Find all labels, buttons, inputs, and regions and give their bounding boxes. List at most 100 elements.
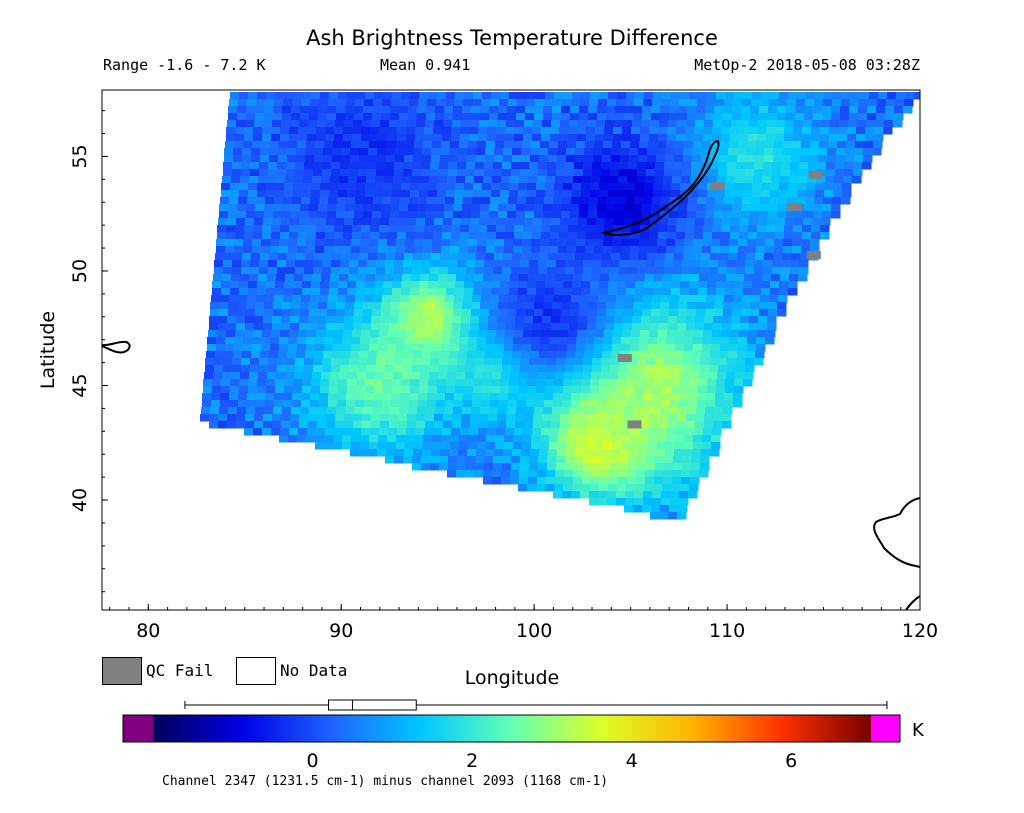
swath-cell	[360, 239, 370, 247]
swath-cell	[758, 323, 768, 331]
swath-cell	[219, 211, 229, 219]
swath-cell	[428, 190, 438, 198]
no-data-swatch	[236, 657, 276, 685]
swath-cell	[709, 365, 719, 373]
swath-cell	[498, 309, 508, 317]
swath-cell	[819, 141, 829, 149]
swath-cell	[379, 330, 389, 338]
swath-cell	[733, 295, 743, 303]
swath-cell	[514, 428, 524, 436]
swath-cell	[523, 232, 533, 240]
swath-cell	[412, 456, 422, 464]
swath-cell	[507, 211, 517, 219]
swath-cell	[375, 176, 385, 184]
swath-cell	[333, 246, 343, 254]
swath-cell	[521, 253, 531, 261]
swath-cell	[644, 484, 654, 492]
swath-cell	[688, 295, 698, 303]
swath-cell	[446, 281, 456, 289]
swath-cell	[466, 162, 476, 170]
swath-cell	[254, 323, 264, 331]
swath-cell	[268, 260, 278, 268]
swath-cell	[650, 512, 660, 520]
swath-cell	[535, 197, 545, 205]
swath-cell	[689, 92, 699, 100]
swath-cell	[597, 113, 607, 121]
swath-cell	[777, 211, 787, 219]
swath-cell	[289, 428, 299, 436]
swath-cell	[623, 120, 633, 128]
swath-cell	[705, 204, 715, 212]
swath-cell	[269, 351, 279, 359]
swath-cell	[716, 281, 726, 289]
swath-cell	[495, 141, 505, 149]
swath-cell	[684, 337, 694, 345]
swath-cell	[778, 99, 788, 107]
swath-cell	[613, 428, 623, 436]
swath-cell	[398, 421, 408, 429]
swath-cell	[608, 379, 618, 387]
swath-cell	[563, 386, 573, 394]
swath-cell	[690, 470, 700, 478]
swath-cell	[563, 379, 573, 387]
swath-cell	[343, 428, 353, 436]
swath-cell	[498, 407, 508, 415]
swath-cell	[531, 246, 541, 254]
swath-cell	[699, 372, 709, 380]
swath-cell	[725, 288, 735, 296]
swath-cell	[796, 99, 806, 107]
swath-cell	[426, 302, 436, 310]
swath-cell	[719, 253, 729, 261]
swath-cell	[320, 190, 330, 198]
swath-cell	[763, 162, 773, 170]
swath-cell	[508, 197, 518, 205]
swath-cell	[697, 393, 707, 401]
swath-cell	[683, 351, 693, 359]
swath-cell	[604, 232, 614, 240]
swath-cell	[286, 162, 296, 170]
swath-cell	[544, 99, 554, 107]
swath-cell	[579, 302, 589, 310]
swath-cell	[485, 148, 495, 156]
swath-cell	[634, 197, 644, 205]
swath-cell	[214, 260, 224, 268]
swath-cell	[670, 393, 680, 401]
swath-cell	[716, 379, 726, 387]
swath-cell	[416, 414, 426, 422]
swath-cell	[538, 169, 548, 177]
swath-cell	[218, 218, 228, 226]
swath-cell	[834, 176, 844, 184]
swath-cell	[529, 358, 539, 366]
swath-cell	[721, 232, 731, 240]
swath-cell	[698, 183, 708, 191]
swath-cell	[260, 253, 270, 261]
swath-cell	[734, 92, 744, 100]
swath-cell	[433, 428, 443, 436]
swath-cell	[558, 239, 568, 247]
swath-cell	[812, 120, 822, 128]
swath-cell	[527, 288, 537, 296]
swath-cell	[244, 428, 254, 436]
swath-cell	[684, 246, 694, 254]
swath-cell	[495, 344, 505, 352]
swath-cell	[370, 127, 380, 135]
swath-cell	[245, 218, 255, 226]
swath-cell	[315, 239, 325, 247]
swath-cell	[811, 232, 821, 240]
swath-cell	[698, 190, 708, 198]
swath-cell	[725, 190, 735, 198]
swath-cell	[521, 148, 531, 156]
swath-cell	[340, 169, 350, 177]
swath-cell	[556, 169, 566, 177]
swath-cell	[259, 162, 269, 170]
swath-cell	[384, 274, 394, 282]
swath-cell	[613, 330, 623, 338]
swath-cell	[703, 225, 713, 233]
swath-cell	[468, 141, 478, 149]
swath-cell	[428, 183, 438, 191]
swath-cell	[665, 148, 675, 156]
swath-cell	[696, 302, 706, 310]
swath-cell	[500, 281, 510, 289]
swath-cell	[438, 176, 448, 184]
swath-cell	[250, 358, 260, 366]
